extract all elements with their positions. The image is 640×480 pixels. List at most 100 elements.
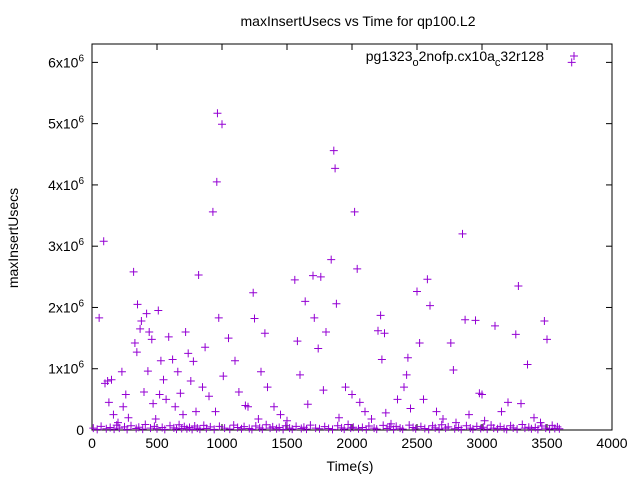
data-point: [452, 418, 460, 427]
data-point: [251, 422, 260, 431]
data-point: [302, 425, 311, 434]
chart-title: maxInsertUsecs vs Time for qp100.L2: [241, 13, 476, 29]
data-point: [471, 316, 480, 325]
y-tick-label: 3x106: [48, 237, 84, 254]
data-point: [340, 425, 349, 434]
data-point: [275, 423, 284, 432]
data-point: [322, 327, 330, 336]
data-point: [381, 408, 390, 417]
data-point: [240, 422, 249, 431]
data-point: [146, 424, 155, 433]
data-point: [140, 388, 148, 397]
data-point: [215, 422, 224, 431]
data-point: [224, 334, 233, 343]
data-point: [431, 423, 440, 432]
data-point: [393, 395, 402, 404]
data-point: [247, 425, 256, 434]
data-point: [329, 146, 338, 155]
data-point: [376, 311, 385, 320]
data-point: [483, 425, 492, 434]
data-point: [164, 332, 173, 341]
data-point: [364, 422, 373, 431]
data-point: [403, 353, 412, 362]
data-point: [153, 424, 161, 433]
data-point: [132, 348, 141, 357]
data-point: [316, 272, 325, 281]
data-point: [541, 424, 550, 433]
data-point: [332, 299, 341, 308]
data-point: [99, 237, 108, 246]
y-tick-label: 0: [76, 422, 84, 438]
data-point: [249, 288, 258, 297]
data-point: [461, 315, 470, 324]
data-point: [437, 420, 446, 429]
data-point: [400, 383, 408, 392]
data-point: [497, 407, 506, 416]
data-point: [319, 386, 328, 395]
data-point: [283, 416, 291, 425]
data-point: [154, 306, 163, 315]
data-point: [374, 326, 382, 335]
y-tick-label: 5x106: [48, 115, 84, 132]
data-point: [129, 267, 138, 276]
data-point: [194, 270, 203, 279]
data-point: [311, 424, 320, 433]
data-point: [540, 316, 549, 325]
data-point: [89, 424, 98, 433]
data-point: [310, 313, 319, 322]
data-point: [171, 402, 180, 411]
data-point: [208, 207, 217, 216]
data-point: [478, 390, 486, 399]
data-point: [244, 402, 252, 411]
data-point: [296, 370, 304, 379]
data-point: [355, 398, 364, 407]
data-point: [537, 422, 546, 431]
data-point: [530, 413, 538, 422]
data-point: [358, 423, 367, 432]
data-point: [424, 425, 433, 434]
data-point: [513, 425, 522, 434]
data-points: [89, 58, 576, 434]
data-point: [377, 355, 386, 364]
data-point: [103, 376, 112, 385]
data-point: [143, 367, 152, 376]
data-point: [489, 424, 498, 433]
data-point: [133, 300, 142, 309]
data-point: [260, 329, 269, 338]
data-point: [423, 275, 432, 284]
data-point: [523, 360, 532, 369]
data-point: [331, 164, 340, 173]
data-point: [156, 356, 165, 365]
data-point: [517, 399, 525, 408]
data-point: [350, 207, 359, 216]
data-point: [301, 297, 310, 306]
data-point: [160, 425, 169, 434]
data-point: [134, 423, 143, 432]
data-point: [480, 416, 489, 425]
data-point: [420, 424, 429, 433]
data-point: [162, 395, 171, 404]
data-point: [95, 313, 104, 322]
data-point: [151, 414, 160, 423]
data-point: [491, 321, 499, 330]
data-point: [214, 313, 223, 322]
data-point: [555, 424, 564, 433]
data-point: [328, 425, 337, 434]
data-point: [416, 422, 425, 431]
data-point: [353, 264, 362, 273]
data-point: [115, 424, 124, 433]
data-point: [444, 422, 453, 431]
data-point: [250, 314, 259, 323]
data-point: [212, 177, 221, 186]
y-tick-label: 2x106: [48, 298, 84, 315]
data-point: [367, 414, 376, 423]
data-point: [184, 349, 193, 358]
data-point: [262, 420, 271, 429]
x-tick-label: 3000: [466, 435, 497, 451]
data-point: [195, 425, 204, 434]
y-tick-label: 4x106: [48, 176, 84, 193]
data-point: [520, 424, 529, 433]
data-point: [179, 410, 187, 419]
data-point: [192, 407, 200, 416]
